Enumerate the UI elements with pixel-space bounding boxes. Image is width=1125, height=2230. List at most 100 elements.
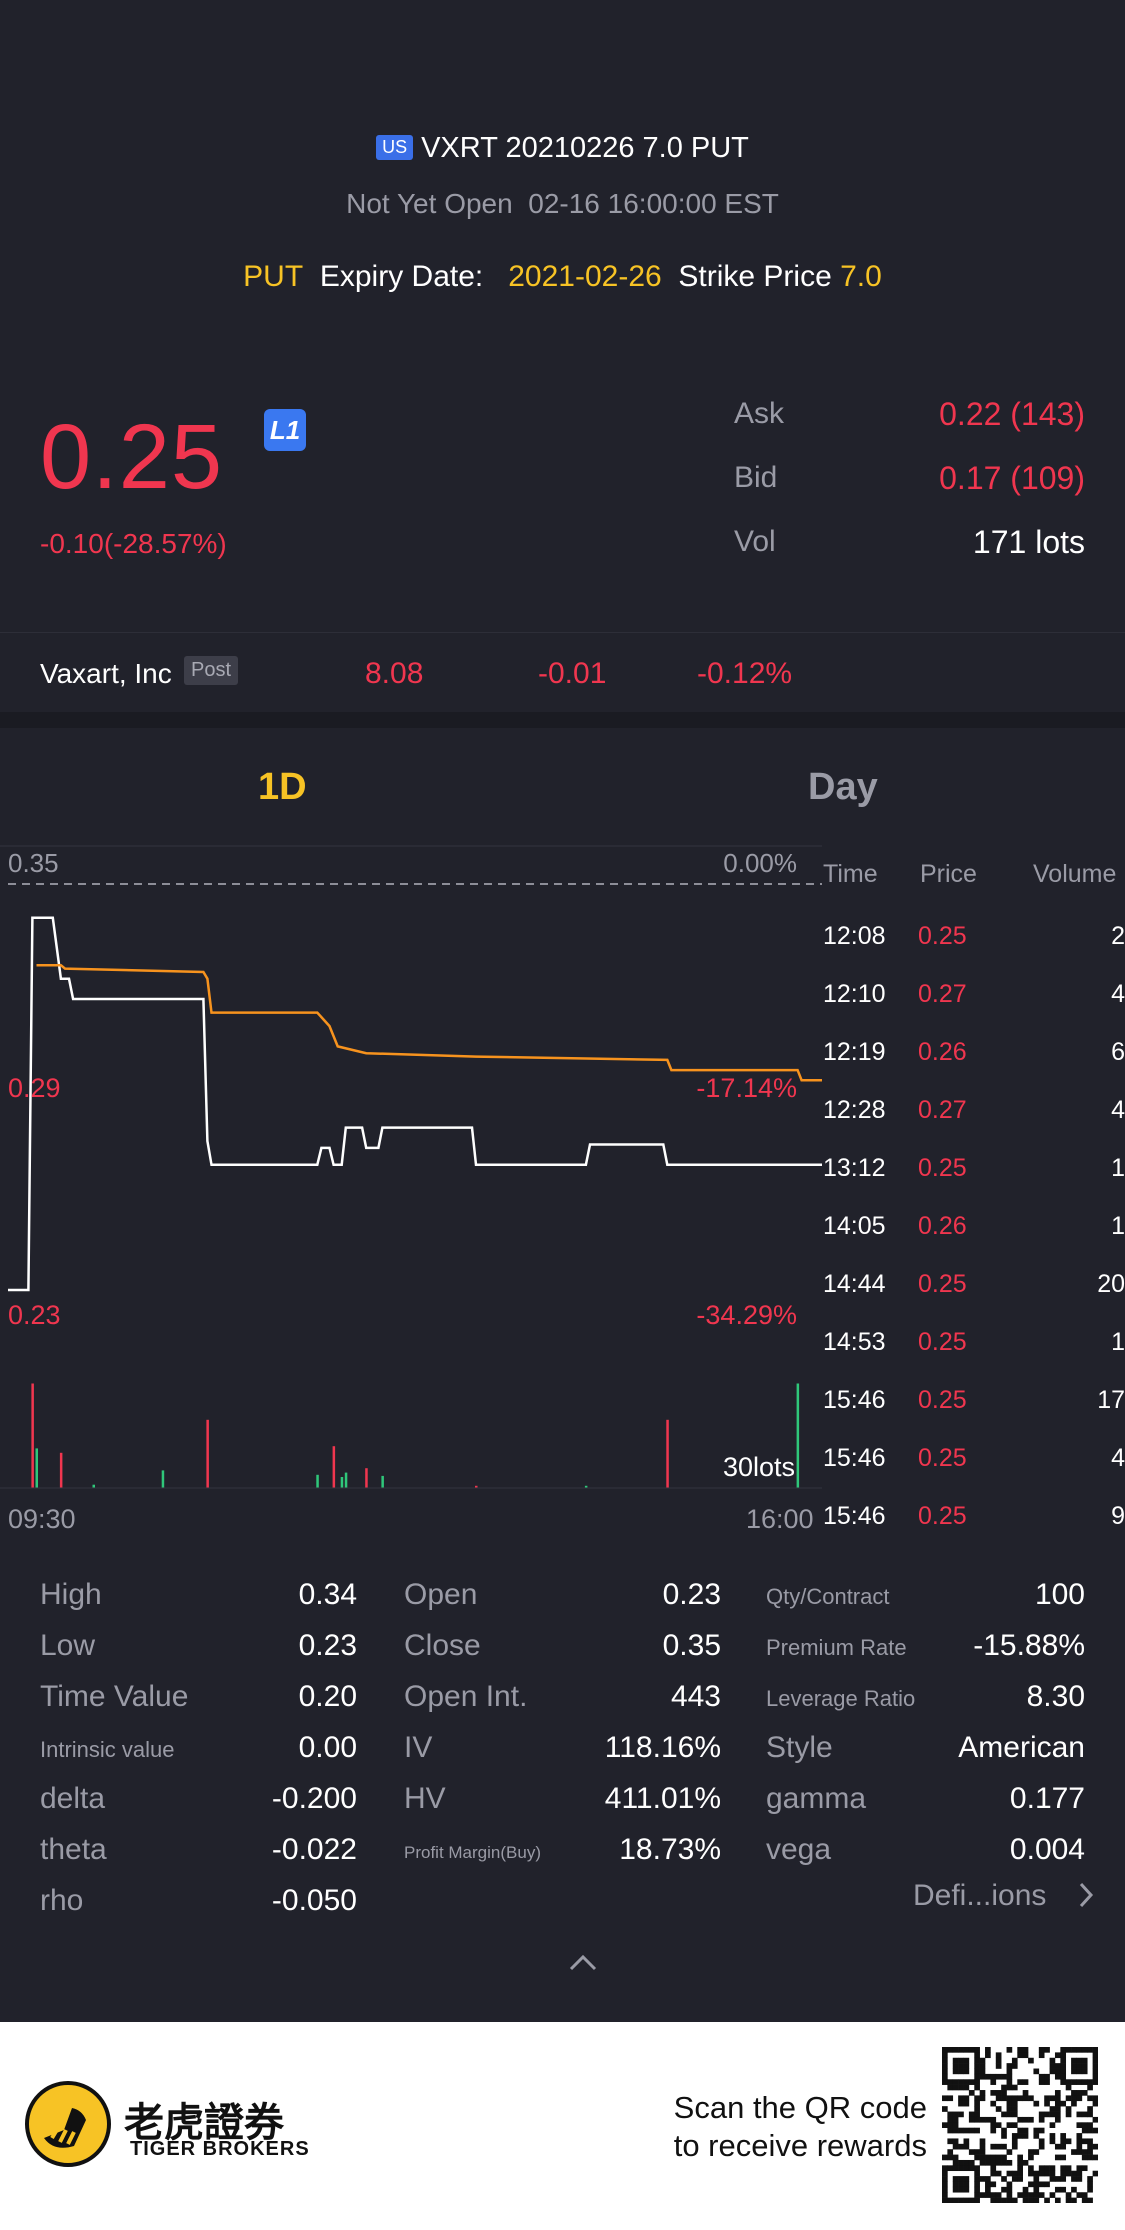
volume-bar-red (206, 1419, 209, 1488)
trade-volume: 6 (1111, 1038, 1125, 1066)
trade-price: 0.25 (918, 1386, 967, 1414)
y-bottom-label: 0.23 (8, 1300, 61, 1330)
trade-time: 12:19 (823, 1038, 886, 1066)
trade-price: 0.25 (918, 1444, 967, 1472)
stat-value: -0.022 (271, 1833, 357, 1866)
section-divider (0, 712, 1125, 728)
stat-label: Premium Rate (766, 1635, 907, 1660)
status-text: Not Yet Open (346, 188, 513, 219)
stat-label: Qty/Contract (766, 1584, 890, 1609)
last-price: 0.25 (40, 406, 224, 508)
stat-label: vega (766, 1833, 832, 1866)
bid-value: 0.17 (109) (939, 460, 1085, 496)
volume-bar-green (381, 1475, 384, 1488)
trades-header-time: Time (823, 860, 878, 888)
chevron-right-icon[interactable] (1076, 1880, 1096, 1910)
stat-value: 0.20 (298, 1680, 357, 1713)
stat-label: theta (40, 1833, 107, 1866)
contract-name: VXRT 20210226 7.0 PUT (421, 132, 749, 164)
stat-value: 18.73% (619, 1833, 721, 1866)
volume-bar-green (316, 1474, 319, 1488)
trade-volume: 2 (1111, 922, 1125, 950)
stat-label: Profit Margin(Buy) (404, 1843, 541, 1862)
stat-value: 0.177 (1009, 1782, 1085, 1815)
volume-bar-green (796, 1383, 800, 1488)
stat-value: 118.16% (604, 1731, 721, 1764)
market-badge: US (376, 135, 414, 160)
option-type: PUT (243, 260, 304, 293)
stat-value: 0.00 (298, 1731, 357, 1764)
promo-line1: Scan the QR code (673, 2090, 927, 2125)
volume-max-label: 30lots (722, 1452, 795, 1482)
trade-volume: 1 (1111, 1212, 1125, 1240)
trade-time: 12:08 (823, 922, 886, 950)
vol-value: 171 lots (972, 524, 1085, 560)
trade-volume: 4 (1111, 1096, 1125, 1124)
stat-label: HV (404, 1782, 446, 1815)
stat-value: 0.34 (298, 1578, 357, 1611)
volume-bar-green (340, 1477, 344, 1488)
stat-label: delta (40, 1782, 106, 1815)
trade-volume: 9 (1111, 1502, 1125, 1530)
volume-bar-red (59, 1452, 63, 1488)
volume-bar-red (365, 1468, 368, 1488)
tab-1d[interactable]: 1D (258, 766, 307, 808)
stat-value: 0.23 (298, 1629, 357, 1662)
x-start-label: 09:30 (8, 1504, 76, 1534)
y-top-label: 0.35 (8, 848, 59, 878)
tab-day[interactable]: Day (808, 766, 878, 808)
underlying-change: -0.01 (538, 657, 607, 690)
expiry-label: Expiry Date: (319, 260, 484, 293)
x-end-label: 16:00 (746, 1504, 814, 1534)
brand-cn: 老虎證券 (124, 2100, 284, 2146)
trade-time: 15:46 (823, 1444, 886, 1472)
trade-time: 14:44 (823, 1270, 886, 1298)
y-mid-label: 0.29 (8, 1073, 61, 1103)
stat-label: Time Value (40, 1680, 189, 1713)
stat-value: -0.200 (271, 1782, 357, 1815)
trade-volume: 20 (1097, 1270, 1125, 1298)
stat-label: Intrinsic value (40, 1737, 175, 1762)
chevron-up-icon[interactable] (568, 1952, 598, 1972)
intraday-chart[interactable] (0, 840, 822, 1540)
stat-label: Open Int. (404, 1680, 528, 1713)
stat-value: 0.23 (662, 1578, 721, 1611)
trade-price: 0.25 (918, 1154, 967, 1182)
y-mid-pct: -17.14% (696, 1073, 797, 1103)
market-status: Not Yet Open 02-16 16:00:00 EST (0, 188, 1125, 220)
level1-badge[interactable]: L1 (264, 409, 306, 451)
stat-label: IV (404, 1731, 433, 1764)
trade-time: 12:28 (823, 1096, 886, 1124)
trade-time: 13:12 (823, 1154, 886, 1182)
volume-bar-green (35, 1448, 38, 1488)
y-bottom-pct: -34.29% (696, 1300, 797, 1330)
trade-volume: 1 (1111, 1328, 1125, 1356)
stat-value: -15.88% (973, 1629, 1085, 1662)
definitions-link[interactable]: Defi...ions (913, 1879, 1047, 1912)
underlying-name[interactable]: Vaxart, Inc (40, 658, 172, 689)
trade-price: 0.25 (918, 922, 967, 950)
trade-price: 0.26 (918, 1038, 967, 1066)
strike-label: Strike Price (678, 260, 832, 293)
trade-price: 0.25 (918, 1270, 967, 1298)
stat-value: -0.050 (271, 1884, 357, 1917)
trade-volume: 17 (1097, 1386, 1125, 1414)
price-change: -0.10(-28.57%) (40, 528, 227, 559)
contract-info: PUT Expiry Date: 2021-02-26 Strike Price… (0, 260, 1125, 294)
stat-value: 0.35 (662, 1629, 721, 1662)
trade-volume: 4 (1111, 980, 1125, 1008)
volume-bar-green (92, 1484, 95, 1488)
stat-label: rho (40, 1884, 84, 1917)
volume-bar-green (584, 1485, 588, 1488)
trade-price: 0.27 (918, 1096, 967, 1124)
expiry-value: 2021-02-26 (508, 260, 662, 293)
stat-label: High (40, 1578, 102, 1611)
stat-label: Open (404, 1578, 478, 1611)
strike-value: 7.0 (840, 260, 882, 293)
stat-label: gamma (766, 1782, 867, 1815)
trade-price: 0.25 (918, 1502, 967, 1530)
trade-price: 0.25 (918, 1328, 967, 1356)
qr-code-icon (942, 2047, 1098, 2203)
stat-label: Leverage Ratio (766, 1686, 916, 1711)
contract-title: US VXRT 20210226 7.0 PUT (0, 132, 1125, 165)
